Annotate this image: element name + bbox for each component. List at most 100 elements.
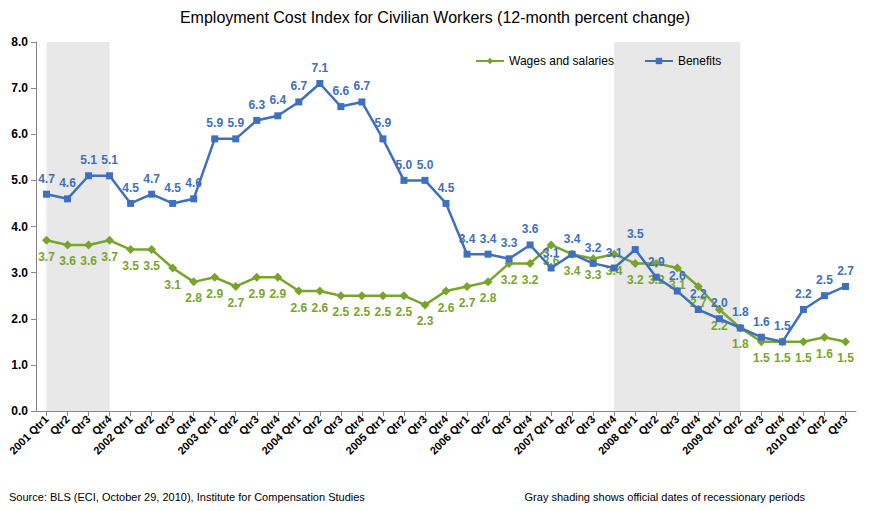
svg-text:Wages and salaries: Wages and salaries bbox=[509, 54, 614, 68]
svg-text:5.1: 5.1 bbox=[101, 153, 118, 167]
svg-text:Qtr3: Qtr3 bbox=[825, 413, 849, 437]
svg-text:6.4: 6.4 bbox=[269, 93, 286, 107]
svg-text:6.3: 6.3 bbox=[248, 98, 265, 112]
svg-text:2002 Qtr1: 2002 Qtr1 bbox=[91, 413, 135, 457]
svg-text:6.0: 6.0 bbox=[11, 127, 28, 141]
svg-text:3.5: 3.5 bbox=[627, 227, 644, 241]
svg-text:2.2: 2.2 bbox=[690, 287, 707, 301]
svg-text:4.6: 4.6 bbox=[185, 176, 202, 190]
svg-text:2.5: 2.5 bbox=[333, 305, 350, 319]
svg-text:3.0: 3.0 bbox=[11, 266, 28, 280]
svg-text:Qtr2: Qtr2 bbox=[720, 413, 744, 437]
svg-text:Qtr3: Qtr3 bbox=[489, 413, 513, 437]
svg-text:2.7: 2.7 bbox=[837, 264, 854, 278]
svg-text:1.6: 1.6 bbox=[753, 315, 770, 329]
svg-text:Gray shading shows official da: Gray shading shows official dates of rec… bbox=[525, 491, 806, 503]
svg-text:4.6: 4.6 bbox=[59, 176, 76, 190]
svg-text:3.1: 3.1 bbox=[164, 278, 181, 292]
svg-text:Qtr2: Qtr2 bbox=[216, 413, 240, 437]
svg-text:Qtr2: Qtr2 bbox=[468, 413, 492, 437]
svg-text:1.8: 1.8 bbox=[732, 305, 749, 319]
svg-text:2.2: 2.2 bbox=[795, 287, 812, 301]
svg-text:4.7: 4.7 bbox=[38, 172, 55, 186]
svg-text:3.1: 3.1 bbox=[606, 246, 623, 260]
svg-text:3.2: 3.2 bbox=[585, 241, 602, 255]
svg-text:2.7: 2.7 bbox=[459, 296, 476, 310]
svg-text:4.7: 4.7 bbox=[143, 172, 160, 186]
svg-text:2.0: 2.0 bbox=[711, 296, 728, 310]
svg-text:5.9: 5.9 bbox=[375, 116, 392, 130]
svg-text:3.7: 3.7 bbox=[38, 250, 55, 264]
svg-text:4.5: 4.5 bbox=[164, 181, 181, 195]
svg-text:1.5: 1.5 bbox=[774, 351, 791, 365]
svg-text:1.5: 1.5 bbox=[837, 351, 854, 365]
svg-text:2.9: 2.9 bbox=[269, 287, 286, 301]
svg-text:3.2: 3.2 bbox=[501, 273, 518, 287]
svg-text:3.4: 3.4 bbox=[564, 232, 581, 246]
svg-text:3.7: 3.7 bbox=[101, 250, 118, 264]
svg-text:5.0: 5.0 bbox=[396, 158, 413, 172]
svg-text:Qtr2: Qtr2 bbox=[636, 413, 660, 437]
svg-text:1.5: 1.5 bbox=[795, 351, 812, 365]
svg-text:3.6: 3.6 bbox=[59, 254, 76, 268]
svg-text:3.4: 3.4 bbox=[480, 232, 497, 246]
svg-text:6.7: 6.7 bbox=[354, 79, 371, 93]
svg-text:2.5: 2.5 bbox=[396, 305, 413, 319]
svg-text:6.6: 6.6 bbox=[333, 84, 350, 98]
svg-text:4.5: 4.5 bbox=[122, 181, 139, 195]
svg-text:Qtr2: Qtr2 bbox=[47, 413, 71, 437]
svg-text:2.9: 2.9 bbox=[648, 255, 665, 269]
svg-text:Employment Cost Index for Civi: Employment Cost Index for Civilian Worke… bbox=[180, 9, 690, 26]
svg-text:Qtr3: Qtr3 bbox=[573, 413, 597, 437]
svg-text:Qtr3: Qtr3 bbox=[741, 413, 765, 437]
svg-text:Qtr3: Qtr3 bbox=[152, 413, 176, 437]
svg-text:Qtr3: Qtr3 bbox=[321, 413, 345, 437]
svg-text:3.2: 3.2 bbox=[627, 273, 644, 287]
svg-text:3.4: 3.4 bbox=[459, 232, 476, 246]
svg-text:2010 Qtr1: 2010 Qtr1 bbox=[764, 413, 808, 457]
svg-text:Qtr2: Qtr2 bbox=[131, 413, 155, 437]
svg-text:0.0: 0.0 bbox=[11, 404, 28, 418]
svg-text:Qtr3: Qtr3 bbox=[405, 413, 429, 437]
svg-text:Qtr2: Qtr2 bbox=[300, 413, 324, 437]
svg-text:2.8: 2.8 bbox=[185, 291, 202, 305]
svg-text:2.9: 2.9 bbox=[248, 287, 265, 301]
svg-text:2.0: 2.0 bbox=[11, 312, 28, 326]
svg-text:2003 Qtr1: 2003 Qtr1 bbox=[175, 413, 219, 457]
svg-text:Qtr2: Qtr2 bbox=[804, 413, 828, 437]
svg-text:1.5: 1.5 bbox=[774, 319, 791, 333]
svg-text:2.5: 2.5 bbox=[816, 273, 833, 287]
svg-text:5.0: 5.0 bbox=[11, 173, 28, 187]
svg-text:2008 Qtr1: 2008 Qtr1 bbox=[596, 413, 640, 457]
svg-text:3.5: 3.5 bbox=[122, 259, 139, 273]
svg-text:Qtr2: Qtr2 bbox=[384, 413, 408, 437]
svg-text:3.6: 3.6 bbox=[522, 222, 539, 236]
svg-text:7.0: 7.0 bbox=[11, 81, 28, 95]
svg-text:2005 Qtr1: 2005 Qtr1 bbox=[343, 413, 387, 457]
svg-text:2.6: 2.6 bbox=[438, 301, 455, 315]
svg-text:3.2: 3.2 bbox=[522, 273, 539, 287]
svg-text:Source: BLS (ECI, October 29,: Source: BLS (ECI, October 29, 2010), Ins… bbox=[9, 491, 365, 503]
svg-text:2.6: 2.6 bbox=[669, 269, 686, 283]
svg-text:Qtr2: Qtr2 bbox=[552, 413, 576, 437]
svg-text:5.9: 5.9 bbox=[227, 116, 244, 130]
svg-text:3.5: 3.5 bbox=[143, 259, 160, 273]
svg-text:Qtr3: Qtr3 bbox=[237, 413, 261, 437]
svg-text:3.3: 3.3 bbox=[501, 236, 518, 250]
svg-text:5.1: 5.1 bbox=[80, 153, 97, 167]
svg-text:1.6: 1.6 bbox=[816, 347, 833, 361]
svg-text:2001 Qtr1: 2001 Qtr1 bbox=[7, 413, 51, 457]
svg-text:2.8: 2.8 bbox=[480, 291, 497, 305]
svg-text:3.4: 3.4 bbox=[564, 264, 581, 278]
svg-text:2006 Qtr1: 2006 Qtr1 bbox=[427, 413, 471, 457]
svg-text:Qtr3: Qtr3 bbox=[68, 413, 92, 437]
svg-text:1.8: 1.8 bbox=[732, 337, 749, 351]
svg-text:3.6: 3.6 bbox=[80, 254, 97, 268]
svg-text:2.6: 2.6 bbox=[312, 301, 329, 315]
svg-text:Qtr3: Qtr3 bbox=[657, 413, 681, 437]
svg-text:Benefits: Benefits bbox=[678, 54, 721, 68]
svg-text:5.9: 5.9 bbox=[206, 116, 223, 130]
svg-text:2.5: 2.5 bbox=[375, 305, 392, 319]
svg-text:2007 Qtr1: 2007 Qtr1 bbox=[511, 413, 555, 457]
svg-text:2004 Qtr1: 2004 Qtr1 bbox=[259, 413, 303, 457]
